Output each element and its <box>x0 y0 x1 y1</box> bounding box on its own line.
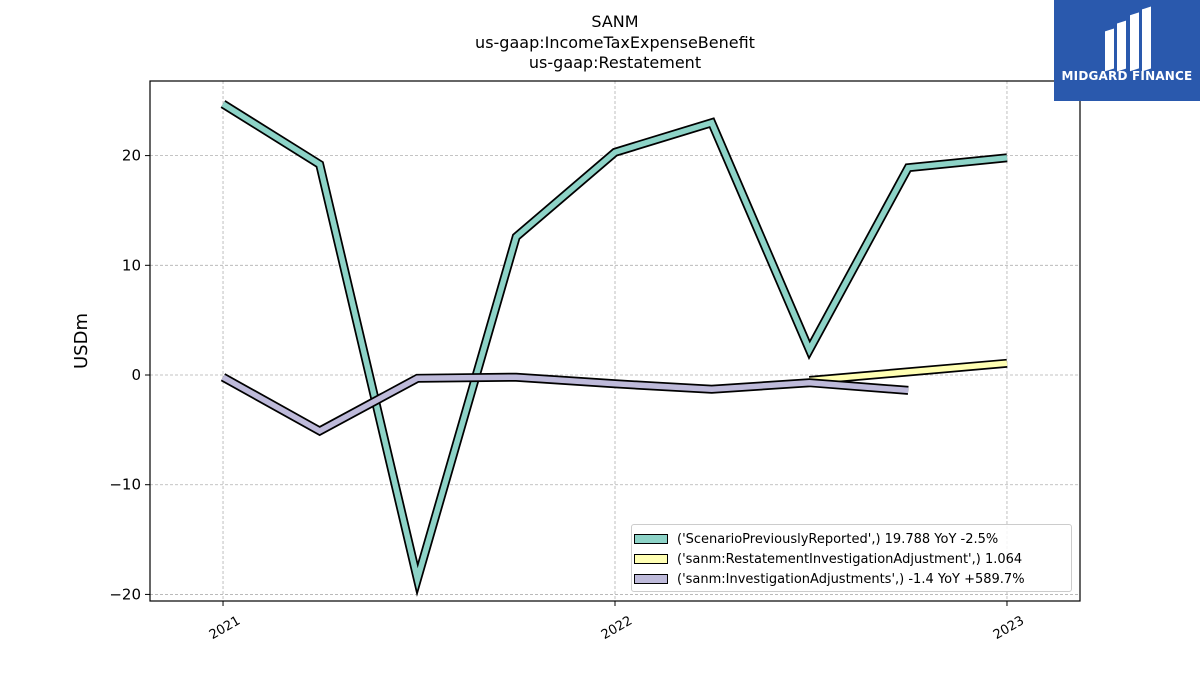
series-layer <box>220 100 1008 597</box>
brand-logo: MIDGARD FINANCE <box>1054 0 1200 101</box>
chart-title-line-1: SANM <box>591 12 639 31</box>
series-0 <box>220 100 1008 597</box>
x-tick-label: 2022 <box>599 613 635 643</box>
y-tick-label: −10 <box>109 476 141 494</box>
series-2 <box>220 372 909 437</box>
y-tick-label: 20 <box>122 147 141 165</box>
legend: ('ScenarioPreviouslyReported',) 19.788 Y… <box>631 524 1072 592</box>
brand-logo-text: MIDGARD FINANCE <box>1061 69 1193 83</box>
legend-swatch <box>634 534 668 544</box>
legend-item-investigation-adjustments: ('sanm:InvestigationAdjustments',) -1.4 … <box>634 570 1025 588</box>
y-tick-label: −20 <box>109 585 141 603</box>
legend-item-previously-reported: ('ScenarioPreviouslyReported',) 19.788 Y… <box>634 530 998 548</box>
series-line <box>221 374 909 435</box>
chart-title-line-2: us-gaap:IncomeTaxExpenseBenefit <box>475 33 755 52</box>
legend-item-restatement-adjustment: ('sanm:RestatementInvestigationAdjustmen… <box>634 550 1022 568</box>
legend-label: ('ScenarioPreviouslyReported',) 19.788 Y… <box>677 531 999 547</box>
grid <box>150 81 1080 601</box>
y-tick-label: 0 <box>131 366 141 384</box>
x-tick-label: 2023 <box>991 613 1027 643</box>
legend-label: ('sanm:InvestigationAdjustments',) -1.4 … <box>677 571 1025 587</box>
legend-swatch <box>634 554 668 564</box>
legend-label: ('sanm:RestatementInvestigationAdjustmen… <box>677 551 1023 567</box>
x-tick-label: 2021 <box>207 613 243 643</box>
series-line <box>809 360 1008 384</box>
chart-title-line-3: us-gaap:Restatement <box>528 53 702 72</box>
legend-swatch <box>634 574 668 584</box>
y-tick-label: 10 <box>122 256 141 274</box>
y-axis-label: USDm <box>71 313 92 369</box>
midgard-logo-icon <box>1105 6 1151 72</box>
series-1 <box>809 358 1008 385</box>
